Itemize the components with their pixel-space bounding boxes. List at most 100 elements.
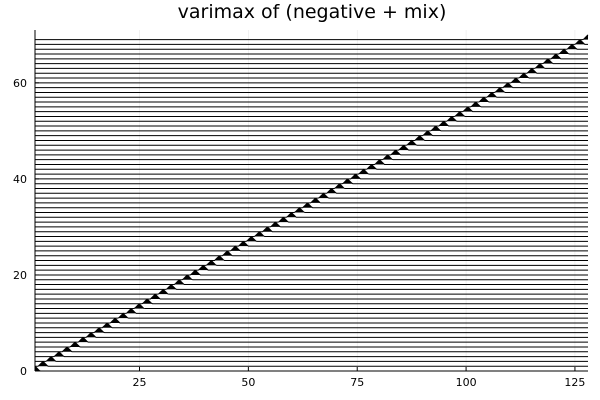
series-line [35, 77, 588, 84]
series-line [35, 63, 588, 69]
series-peak [166, 284, 177, 290]
series-peak [551, 54, 561, 59]
series-line [35, 288, 588, 295]
series-peak [334, 183, 345, 189]
series-peak [511, 78, 521, 83]
x-axis: 25 50 75 100 125 [35, 367, 588, 389]
series-line [35, 135, 588, 141]
series-peak [86, 332, 96, 338]
series-line [35, 308, 588, 314]
series-line [35, 44, 588, 50]
series-peak [222, 250, 233, 256]
series-peak [62, 346, 72, 352]
series-line [35, 96, 588, 103]
series-peak [150, 294, 161, 299]
series-line [35, 255, 588, 262]
series-peak [454, 111, 465, 117]
y-tick-label: 20 [13, 269, 27, 282]
series-line [35, 183, 588, 189]
series-peak [38, 361, 48, 367]
series-line [35, 284, 588, 290]
series-line [35, 279, 588, 286]
series-peak [471, 102, 481, 107]
x-tick-label: 100 [456, 376, 477, 389]
series-peak [294, 207, 305, 213]
series-peak [118, 313, 128, 319]
series-line [35, 34, 589, 41]
series-line [35, 174, 588, 180]
series-peak [198, 265, 209, 271]
series-line [35, 231, 588, 238]
series-line [35, 68, 588, 74]
y-tick-label: 0 [20, 365, 27, 378]
x-tick-label: 50 [241, 376, 255, 389]
x-tick-label: 125 [564, 376, 585, 389]
series-peak [270, 222, 281, 227]
series-peak [366, 164, 377, 170]
y-axis: 0 20 40 60 [13, 30, 39, 378]
series-group [34, 34, 589, 372]
series-peak [142, 298, 152, 304]
series-peak [358, 169, 369, 175]
series-line [35, 356, 588, 362]
series-peak [182, 274, 193, 280]
series-peak [382, 154, 393, 160]
series-line [35, 164, 588, 170]
series-peak [583, 34, 588, 40]
series-line [35, 216, 588, 223]
series-peak [286, 212, 297, 218]
series-peak [35, 366, 40, 371]
series-line [35, 318, 588, 324]
series-line [35, 212, 588, 218]
series-line [35, 145, 588, 151]
series-peak [246, 236, 257, 242]
series-peak [406, 140, 417, 146]
series-line [35, 236, 588, 242]
series-peak [126, 308, 136, 314]
series-line [35, 332, 588, 338]
series-peak [158, 289, 169, 295]
series-peak [350, 174, 361, 179]
series-peak [398, 145, 409, 151]
series-peak [535, 63, 545, 69]
series-peak [46, 356, 56, 362]
series-line [35, 274, 588, 281]
series-line [35, 149, 588, 156]
series-line [35, 245, 588, 252]
series-line [35, 259, 588, 266]
series-line [35, 48, 588, 55]
series-peak [495, 87, 505, 93]
series-line [35, 294, 588, 300]
series-peak [479, 97, 489, 103]
series-peak [78, 337, 88, 343]
series-line [35, 53, 588, 60]
x-tick-label: 25 [133, 376, 147, 389]
series-line [35, 327, 588, 334]
series-peak [70, 342, 80, 347]
series-peak [214, 255, 225, 261]
series-line [35, 58, 588, 65]
series-line [35, 188, 588, 194]
series-line [35, 241, 588, 247]
series-line [34, 365, 588, 372]
grid [35, 30, 588, 372]
series-line [35, 92, 588, 98]
series-line [35, 178, 588, 185]
y-tick-label: 60 [13, 77, 27, 90]
series-peak [302, 202, 313, 208]
series-peak [519, 73, 529, 79]
series-line [35, 130, 588, 137]
series-line [35, 39, 588, 45]
series-line [35, 192, 588, 199]
series-line [35, 269, 588, 276]
series-line [35, 139, 588, 146]
series-line [35, 154, 588, 161]
series-line [35, 265, 588, 271]
series-peak [230, 246, 241, 251]
series-peak [54, 351, 64, 357]
series-peak [543, 58, 553, 64]
series-peak [318, 193, 329, 199]
series-line [35, 250, 588, 257]
y-tick-label: 40 [13, 173, 27, 186]
